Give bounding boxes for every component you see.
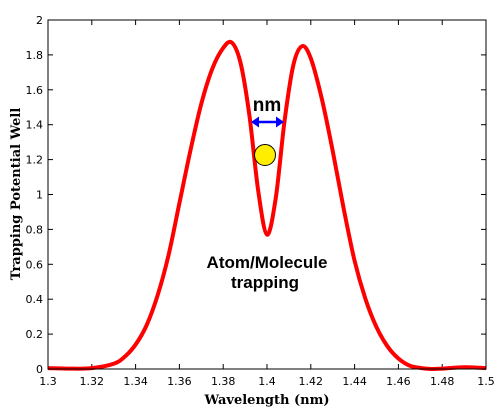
nm-double-arrow (251, 116, 284, 128)
x-tick-label: 1.5 (477, 375, 495, 388)
x-tick-label: 1.46 (386, 375, 411, 388)
x-tick-label: 1.42 (299, 375, 324, 388)
x-tick-labels: 1.3 1.32 1.34 1.36 1.38 1.4 1.42 1.44 1.46 1.48 1.… (39, 375, 495, 388)
trapping-annotation-line1: Atom/Molecule (207, 253, 328, 272)
arrow-right-head (276, 116, 284, 128)
x-tick-label: 1.44 (342, 375, 367, 388)
y-tick-label: 0.4 (26, 293, 44, 306)
y-tick-label: 1.6 (26, 84, 44, 97)
tick-marks (47, 19, 487, 370)
trapping-annotation-line2: trapping (231, 273, 299, 292)
nm-label: nm (253, 95, 282, 116)
y-tick-label: 0.2 (26, 328, 44, 341)
y-tick-label: 1 (36, 189, 43, 202)
y-tick-label: 1.4 (26, 119, 44, 132)
x-tick-label: 1.36 (167, 375, 192, 388)
x-tick-label: 1.38 (211, 375, 236, 388)
arrow-left-head (251, 116, 259, 128)
x-tick-label: 1.32 (80, 375, 105, 388)
y-tick-label: 0 (36, 363, 43, 376)
plot-frame (47, 19, 487, 370)
y-tick-label: 2 (36, 14, 43, 27)
x-tick-label: 1.48 (430, 375, 455, 388)
y-tick-label: 1.8 (26, 49, 44, 62)
particle-marker (254, 144, 276, 166)
y-tick-labels: 0 0.2 0.4 0.6 0.8 1 1.2 1.4 1.6 1.8 2 (26, 14, 44, 376)
x-tick-label: 1.4 (258, 375, 276, 388)
trapping-potential-curve (47, 39, 487, 372)
y-tick-label: 0.8 (26, 223, 44, 236)
y-tick-label: 1.2 (26, 154, 44, 167)
x-axis-title: Wavelength (nm) (204, 393, 330, 408)
x-tick-label: 1.3 (39, 375, 57, 388)
y-tick-label: 0.6 (26, 258, 44, 271)
x-tick-label: 1.34 (123, 375, 148, 388)
y-axis-title: Trapping Potential Well (9, 108, 24, 281)
